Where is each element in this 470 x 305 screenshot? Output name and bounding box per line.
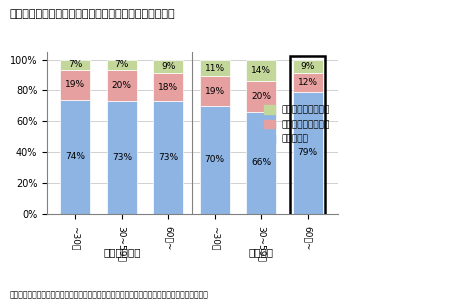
Text: 図表５．年齢帯別の消費支出に占める各購入地域の比率: 図表５．年齢帯別の消費支出に占める各購入地域の比率 xyxy=(9,9,175,19)
Bar xyxy=(293,92,323,214)
Text: 79%: 79% xyxy=(298,148,318,157)
Bar xyxy=(293,59,323,74)
Text: 73%: 73% xyxy=(158,153,178,162)
Text: 出所）総務省統計局「平成２１年全国消費実態調査」をもとに三井住友トラスト基礎研究所作成: 出所）総務省統計局「平成２１年全国消費実態調査」をもとに三井住友トラスト基礎研究… xyxy=(9,290,208,299)
Text: 60歳~: 60歳~ xyxy=(164,226,173,250)
Bar xyxy=(153,101,183,214)
Bar xyxy=(107,70,137,101)
Bar xyxy=(60,99,90,214)
Text: 7%: 7% xyxy=(68,60,83,70)
Legend: 他の市町村（県外）, 他の市町村（県内）, 同じ市町村: 他の市町村（県外）, 他の市町村（県内）, 同じ市町村 xyxy=(260,102,334,147)
Bar xyxy=(293,74,323,92)
Text: 70%: 70% xyxy=(205,155,225,164)
Text: 66%: 66% xyxy=(251,158,271,167)
Text: ~30歳: ~30歳 xyxy=(210,226,219,250)
Bar xyxy=(246,59,276,81)
Text: 14%: 14% xyxy=(251,66,271,75)
Text: 73%: 73% xyxy=(112,153,132,162)
Text: 単身世帯: 単身世帯 xyxy=(249,247,274,257)
Text: 30~59歳: 30~59歳 xyxy=(118,226,126,262)
Text: 20%: 20% xyxy=(251,92,271,101)
Text: 18%: 18% xyxy=(158,83,178,92)
Text: ~30歳: ~30歳 xyxy=(71,226,80,250)
Bar xyxy=(107,59,137,70)
Bar xyxy=(107,101,137,214)
Text: 二人以上世帯: 二人以上世帯 xyxy=(103,247,141,257)
Text: 9%: 9% xyxy=(161,62,175,71)
Text: 60歳~: 60歳~ xyxy=(303,226,312,250)
Text: 74%: 74% xyxy=(65,152,86,161)
Bar xyxy=(246,81,276,112)
Text: 12%: 12% xyxy=(298,78,318,87)
Bar xyxy=(153,74,183,101)
Text: 19%: 19% xyxy=(65,81,86,89)
Bar xyxy=(200,106,230,214)
Bar xyxy=(60,70,90,99)
Text: 9%: 9% xyxy=(300,62,315,71)
Bar xyxy=(246,112,276,214)
Text: 11%: 11% xyxy=(205,63,225,73)
Text: 7%: 7% xyxy=(115,60,129,70)
Bar xyxy=(60,59,90,70)
Bar xyxy=(153,59,183,74)
Text: 30~59歳: 30~59歳 xyxy=(257,226,266,262)
Text: 20%: 20% xyxy=(112,81,132,90)
Text: 19%: 19% xyxy=(205,87,225,95)
Bar xyxy=(200,77,230,106)
Bar xyxy=(200,59,230,77)
